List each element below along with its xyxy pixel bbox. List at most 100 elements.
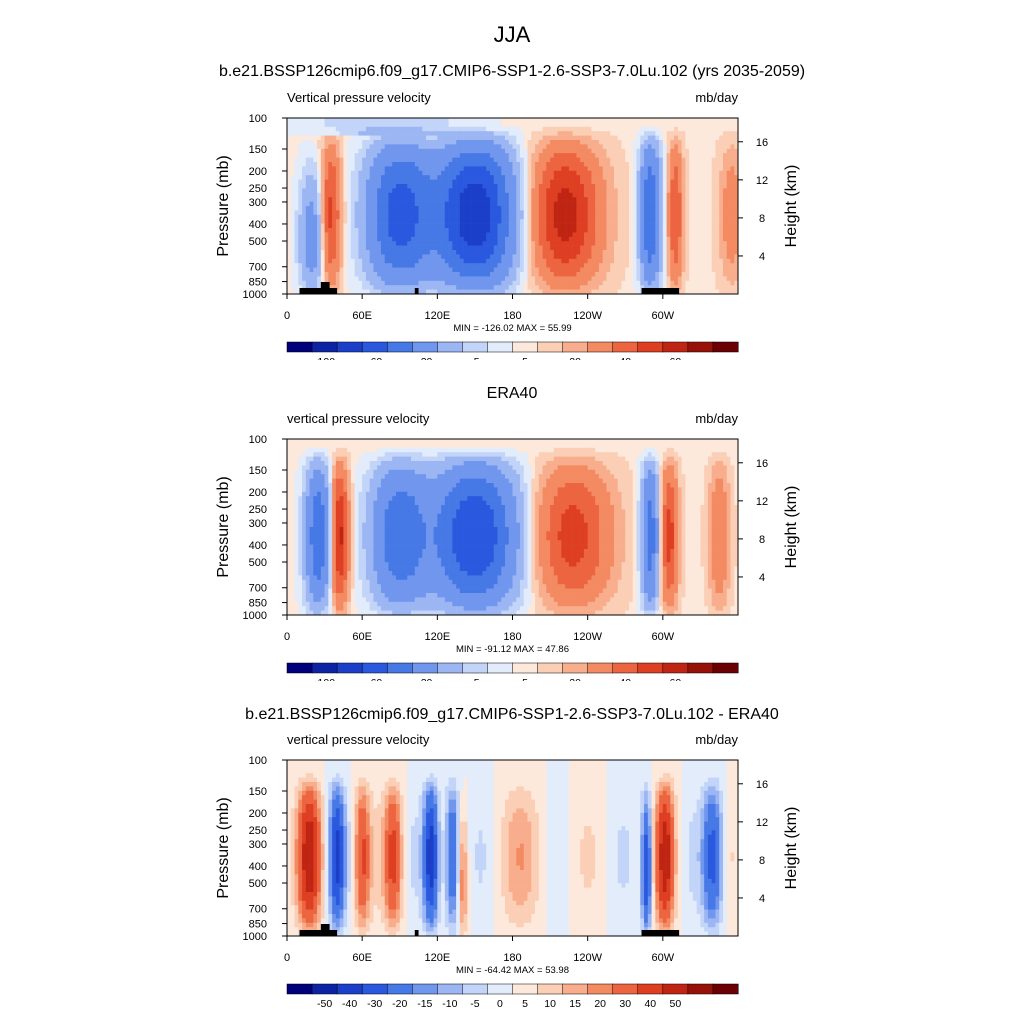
- field-cell: [617, 210, 622, 216]
- field-cell: [459, 118, 464, 123]
- field-cell: [692, 131, 697, 136]
- field-cell: [482, 148, 487, 154]
- field-cell: [591, 118, 596, 123]
- field-cell: [411, 197, 416, 202]
- field-cell: [613, 192, 619, 198]
- field-cell: [670, 276, 675, 282]
- field-cell: [422, 148, 427, 154]
- field-cell: [531, 197, 536, 202]
- field-cell: [651, 439, 656, 444]
- field-cell: [459, 184, 464, 189]
- field-cell: [437, 179, 442, 185]
- field-cell: [546, 140, 551, 145]
- field-cell: [392, 197, 397, 202]
- field-cell: [568, 179, 573, 185]
- field-cell: [373, 228, 378, 233]
- field-cell: [418, 170, 423, 176]
- field-cell: [467, 219, 472, 224]
- field-cell: [497, 232, 502, 238]
- field-cell: [429, 267, 434, 273]
- field-cell: [704, 289, 709, 295]
- field-cell: [689, 232, 694, 238]
- field-cell: [373, 254, 378, 260]
- field-cell: [497, 245, 502, 251]
- field-cell: [444, 179, 449, 185]
- field-cell: [651, 232, 656, 238]
- field-cell: [535, 140, 540, 145]
- field-cell: [328, 148, 333, 154]
- field-cell: [305, 135, 310, 141]
- field-cell: [429, 263, 434, 268]
- field-cell: [613, 122, 619, 128]
- field-cell: [448, 170, 453, 176]
- field-cell: [606, 219, 611, 224]
- field-cell: [332, 285, 337, 290]
- field-cell: [309, 157, 314, 163]
- field-cell: [365, 197, 370, 202]
- field-cell: [429, 192, 434, 198]
- field-cell: [542, 179, 547, 185]
- field-cell: [362, 184, 367, 189]
- field-cell: [602, 245, 607, 251]
- field-cell: [632, 122, 637, 128]
- field-cell: [726, 206, 731, 211]
- field-cell: [674, 214, 679, 220]
- field-cell: [674, 126, 679, 132]
- field-cell: [343, 223, 348, 229]
- field-cell: [568, 254, 573, 260]
- field-cell: [726, 118, 731, 123]
- field-cell: [674, 241, 679, 246]
- field-cell: [467, 232, 472, 238]
- field-cell: [598, 175, 603, 180]
- field-cell: [722, 188, 728, 194]
- field-cell: [647, 210, 652, 216]
- field-cell: [501, 122, 506, 128]
- field-cell: [591, 228, 596, 233]
- field-cell: [542, 289, 547, 295]
- field-cell: [662, 232, 667, 238]
- field-cell: [369, 245, 374, 251]
- field-cell: [542, 250, 547, 255]
- field-cell: [429, 214, 434, 220]
- field-cell: [332, 175, 337, 180]
- field-cell: [298, 280, 303, 286]
- field-cell: [302, 184, 307, 189]
- field-cell: [647, 201, 652, 207]
- field-cell: [373, 210, 378, 216]
- field-cell: [692, 188, 697, 194]
- field-cell: [305, 148, 310, 154]
- field-cell: [332, 122, 337, 128]
- field-cell: [553, 272, 558, 277]
- field-cell: [365, 201, 370, 207]
- field-cell: [339, 210, 344, 216]
- field-cell: [471, 254, 476, 260]
- field-cell: [504, 280, 510, 286]
- field-cell: [553, 210, 558, 216]
- field-cell: [369, 179, 374, 185]
- field-cell: [452, 272, 457, 277]
- field-cell: [313, 263, 318, 268]
- field-cell: [493, 157, 498, 163]
- field-cell: [636, 223, 641, 229]
- field-cell: [670, 219, 675, 224]
- field-cell: [302, 179, 307, 185]
- field-cell: [486, 223, 491, 229]
- field-cell: [655, 192, 660, 198]
- field-cell: [655, 131, 660, 136]
- field-cell: [414, 135, 419, 141]
- field-cell: [651, 144, 656, 150]
- field-cell: [362, 197, 367, 202]
- field-cell: [504, 263, 510, 268]
- field-cell: [350, 206, 355, 211]
- y-tick-label: 150: [249, 144, 267, 156]
- field-cell: [625, 285, 630, 290]
- field-cell: [535, 162, 540, 167]
- field-cell: [715, 214, 720, 220]
- field-cell: [565, 148, 570, 154]
- field-cell: [418, 157, 423, 163]
- field-cell: [576, 267, 581, 273]
- field-cell: [459, 214, 464, 220]
- field-cell: [294, 166, 299, 172]
- field-cell: [662, 285, 667, 290]
- field-cell: [489, 131, 495, 136]
